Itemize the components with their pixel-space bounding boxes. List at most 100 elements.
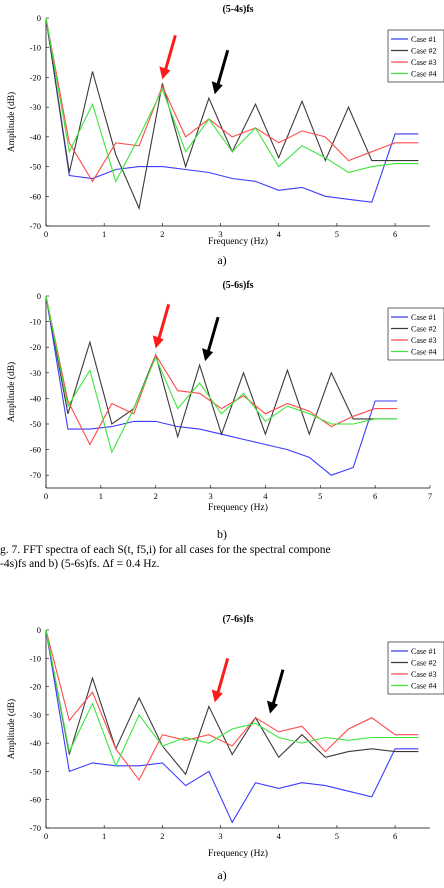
- x-axis-label: Frequency (Hz): [208, 502, 268, 513]
- x-tick-label: 6: [373, 491, 377, 501]
- black-arrow-head: [202, 348, 214, 362]
- black-arrow-shaft: [206, 316, 220, 353]
- legend-label-case-4: Case #4: [411, 682, 437, 691]
- caption-line-1: g. 7. FFT spectra of each S(t, f5,i) for…: [0, 544, 331, 556]
- series-line-case-2: [45, 295, 398, 439]
- chart-panel-3: (7-6s)fs 0 1 2 3 4 5 6 0 -10 -20 -30 -40 -50 -60 -70 Fre…: [0, 610, 444, 866]
- x-axis-label: Frequency (Hz): [208, 236, 268, 247]
- series-line-case-2: [45, 629, 419, 776]
- y-tick-label: -30: [30, 710, 41, 720]
- y-tick-label: -50: [30, 162, 41, 172]
- x-tick-label: 3: [208, 491, 212, 501]
- y-tick-label: 0: [37, 625, 41, 635]
- x-tick-label: 6: [393, 229, 397, 239]
- series-line-case-1: [45, 17, 419, 203]
- figure-caption: g. 7. FFT spectra of each S(t, f5,i) for…: [0, 543, 444, 571]
- x-tick-label: 5: [318, 491, 322, 501]
- x-tick-label: 1: [102, 229, 106, 239]
- y-tick-label: -60: [30, 191, 41, 201]
- y-tick-label: -40: [30, 738, 41, 748]
- x-tick-label: 7: [428, 491, 432, 501]
- y-tick-label: -20: [30, 682, 41, 692]
- x-tick-label: 0: [44, 491, 48, 501]
- black-arrow-shaft: [271, 669, 285, 706]
- y-tick-label: -60: [30, 445, 41, 455]
- y-tick-label: 0: [37, 13, 41, 23]
- chart-2-svg: (5-6s)fs 0 1 2 3 4 5 6 7 0 -10 -20 -30 -40 -50 -60 -70 Fr…: [6, 280, 444, 513]
- y-tick-label: -40: [30, 132, 41, 142]
- legend-label-case-2: Case #2: [411, 659, 437, 668]
- y-tick-label: -70: [30, 221, 41, 231]
- x-tick-label: 5: [335, 831, 339, 841]
- chart-panel-1: (5-4s)fs 0 1 2 3 4 5 6 0 -10 -20 -30 -40 -50 -60 -70 Fre…: [0, 0, 444, 252]
- x-tick-label: 1: [99, 491, 103, 501]
- y-tick-label: -30: [30, 368, 41, 378]
- y-axis-label: Amplitude (dB): [6, 362, 17, 422]
- red-arrow-head: [211, 689, 223, 703]
- legend-label-case-1: Case #1: [411, 35, 437, 44]
- y-tick-label: -10: [30, 43, 41, 53]
- x-tick-label: 4: [263, 491, 268, 501]
- series-line-case-4: [45, 295, 398, 454]
- chart-3-svg: (7-6s)fs 0 1 2 3 4 5 6 0 -10 -20 -30 -40 -50 -60 -70 Fre…: [6, 614, 444, 859]
- red-arrow-shaft: [163, 34, 177, 71]
- y-tick-label: -10: [30, 317, 41, 327]
- x-tick-label: 3: [218, 831, 222, 841]
- series-line-case-4: [45, 17, 419, 183]
- chart-panel-2: (5-6s)fs 0 1 2 3 4 5 6 7 0 -10 -20 -30 -40 -50 -60 -70 Fr…: [0, 276, 444, 516]
- subfigure-label-a-top: a): [217, 253, 227, 267]
- legend-label-case-2: Case #2: [411, 325, 437, 334]
- y-axis-label: Amplitude (dB): [6, 92, 17, 152]
- subfigure-label-a-bottom: a): [217, 868, 227, 882]
- y-tick-label: -40: [30, 393, 41, 403]
- y-tick-label: 0: [37, 291, 41, 301]
- caption-line-2: -4s)fs and b) (5-6s)fs. Δf = 0.4 Hz.: [0, 558, 160, 570]
- y-tick-label: -30: [30, 102, 41, 112]
- y-tick-label: -20: [30, 72, 41, 82]
- x-tick-label: 2: [160, 229, 164, 239]
- chart-title: (5-6s)fs: [222, 280, 253, 291]
- series-line-case-1: [45, 629, 419, 824]
- black-arrow-shaft: [216, 49, 230, 86]
- y-tick-label: -70: [30, 823, 41, 833]
- red-arrow-shaft: [157, 303, 171, 340]
- legend-label-case-3: Case #3: [411, 336, 437, 345]
- red-arrow-shaft: [216, 657, 230, 694]
- chart-title: (5-4s)fs: [222, 4, 253, 15]
- series-line-case-3: [45, 629, 419, 781]
- subfigure-label-b: b): [217, 527, 227, 541]
- chart-title: (7-6s)fs: [222, 614, 253, 625]
- x-tick-label: 2: [160, 831, 164, 841]
- series-line-case-4: [45, 629, 419, 768]
- x-tick-label: 5: [335, 229, 339, 239]
- legend-label-case-4: Case #4: [411, 70, 437, 79]
- series-line-case-3: [45, 17, 419, 183]
- legend-label-case-1: Case #1: [411, 313, 437, 322]
- x-tick-label: 1: [102, 831, 106, 841]
- y-tick-label: -20: [30, 342, 41, 352]
- series-line-case-1: [45, 295, 398, 476]
- x-tick-label: 0: [44, 831, 48, 841]
- red-arrow-head: [152, 335, 164, 349]
- x-tick-label: 6: [393, 831, 397, 841]
- y-tick-label: -10: [30, 653, 41, 663]
- series-line-case-3: [45, 295, 398, 446]
- y-tick-label: -50: [30, 419, 41, 429]
- y-tick-label: -70: [30, 470, 41, 480]
- series-line-case-2: [45, 17, 419, 211]
- x-tick-label: 0: [44, 229, 48, 239]
- x-tick-label: 4: [277, 831, 282, 841]
- y-axis-label: Amplitude (dB): [6, 699, 17, 759]
- x-axis-label: Frequency (Hz): [208, 848, 268, 859]
- legend-label-case-1: Case #1: [411, 647, 437, 656]
- legend-label-case-4: Case #4: [411, 348, 437, 357]
- x-tick-label: 4: [277, 229, 282, 239]
- black-arrow-head: [211, 81, 223, 95]
- red-arrow-head: [159, 66, 171, 80]
- legend-label-case-3: Case #3: [411, 670, 437, 679]
- chart-1-svg: (5-4s)fs 0 1 2 3 4 5 6 0 -10 -20 -30 -40 -50 -60 -70 Fre…: [6, 4, 444, 247]
- black-arrow-head: [267, 700, 278, 714]
- x-tick-label: 2: [154, 491, 158, 501]
- legend-label-case-3: Case #3: [411, 58, 437, 67]
- y-tick-label: -60: [30, 795, 41, 805]
